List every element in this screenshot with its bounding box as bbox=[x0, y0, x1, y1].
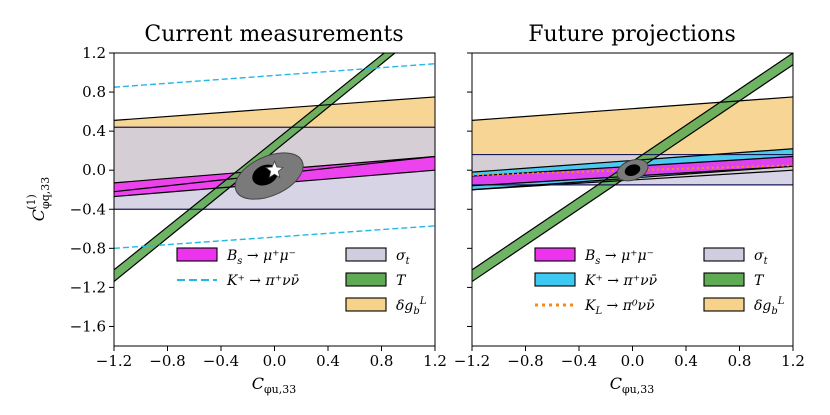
dashed-line-k-1 bbox=[114, 63, 435, 88]
legend-entry-b-s: Bs​ → μ⁺μ⁻ bbox=[176, 247, 296, 267]
legend-entry-t: σt​ bbox=[703, 247, 769, 267]
plot-area-future bbox=[472, 53, 793, 283]
legend-label: δgb​L​ bbox=[754, 296, 785, 317]
y-tick-label: −1.2 bbox=[70, 278, 106, 296]
legend-label: K⁺ → π⁺νν̄ bbox=[584, 273, 658, 289]
legend-label: KL​ → π⁰νν̄ bbox=[584, 298, 655, 317]
panel-current-measurements: Current measurements Bs​ → μ⁺μ⁻ K⁺ → π⁺νν… bbox=[25, 22, 447, 396]
x-tick-label: −1.2 bbox=[454, 352, 490, 370]
legend-label: σt​ bbox=[396, 248, 411, 267]
svg-text:Cφu,33: Cφu,33 bbox=[610, 374, 655, 396]
legend-swatch bbox=[345, 247, 387, 262]
legend-entry-k-l: KL​ → π⁰νν̄ bbox=[535, 298, 655, 317]
legend-label: σt​ bbox=[754, 248, 769, 267]
y-tick-label: 0.0 bbox=[82, 161, 106, 179]
x-tick-label: −0.4 bbox=[203, 352, 239, 370]
panel-title-current: Current measurements bbox=[144, 22, 403, 47]
x-tick-label: 0.0 bbox=[263, 352, 287, 370]
legend-swatch bbox=[703, 272, 745, 287]
svg-text:Cφu,33: Cφu,33 bbox=[252, 374, 297, 396]
region-edge-t-upper bbox=[114, 53, 385, 271]
ellipse-inner bbox=[624, 164, 641, 177]
x-tick-label: 1.2 bbox=[423, 352, 447, 370]
legend-label: K⁺ → π⁺νν̄ bbox=[226, 273, 300, 289]
legend-entry-t: T bbox=[345, 272, 407, 289]
x-tick-label: 0.8 bbox=[728, 352, 752, 370]
legend-future: Bs​ → μ⁺μ⁻ K⁺ → π⁺νν̄ KL​ → π⁰νν̄ σt​ Tδgb​L… bbox=[534, 247, 785, 317]
legend-swatch bbox=[534, 247, 576, 262]
y-tick-label: −0.8 bbox=[70, 239, 106, 257]
x-tick-label: 0.4 bbox=[674, 352, 698, 370]
x-tick-label: 0.8 bbox=[370, 352, 394, 370]
y-tick-label: 0.4 bbox=[82, 122, 106, 140]
legend-label: T bbox=[754, 273, 765, 289]
x-tick-label: 0.4 bbox=[316, 352, 340, 370]
legend-entry-t: σt​ bbox=[345, 247, 411, 267]
region-edge-g-b-l-upper bbox=[114, 96, 435, 121]
legend-label: Bs​ → μ⁺μ⁻ bbox=[584, 248, 654, 267]
panel-future-projections: Future projections Bs​ → μ⁺μ⁻ K⁺ → π⁺νν̄ K… bbox=[454, 22, 805, 396]
x-tick-label: 1.2 bbox=[781, 352, 805, 370]
x-tick-label: −0.8 bbox=[149, 352, 185, 370]
legend-label: Bs​ → μ⁺μ⁻ bbox=[226, 248, 296, 267]
xlabel-current: Cφu,33 bbox=[252, 374, 297, 396]
legend-swatch bbox=[703, 247, 745, 262]
legend-label: δgb​L​ bbox=[396, 296, 427, 317]
legend-swatch bbox=[176, 247, 218, 262]
legend-swatch bbox=[345, 297, 387, 312]
legend-swatch bbox=[703, 297, 745, 312]
y-tick-label: −0.4 bbox=[70, 200, 106, 218]
marker-star bbox=[264, 160, 285, 179]
legend-entry-g-b-l: δgb​L​ bbox=[345, 296, 427, 317]
plot-area-current bbox=[114, 53, 435, 283]
panel-title-future: Future projections bbox=[528, 22, 736, 47]
ticks-future: −1.2 −0.8 −0.4 0.0 0.4 0.8 1.2 bbox=[454, 52, 805, 370]
x-tick-label: −0.4 bbox=[561, 352, 597, 370]
xlabel-future: Cφu,33 bbox=[610, 374, 655, 396]
legend-entry-g-b-l: δgb​L​ bbox=[703, 296, 785, 317]
legend-entry-k: K⁺ → π⁺νν̄ bbox=[534, 272, 658, 289]
x-tick-label: 0.0 bbox=[621, 352, 645, 370]
ylabel-current: Cφq,33(1) bbox=[25, 177, 52, 222]
legend-swatch bbox=[534, 272, 576, 287]
svg-text:Cφq,33(1): Cφq,33(1) bbox=[25, 177, 52, 222]
y-tick-label: −1.6 bbox=[70, 317, 106, 335]
x-tick-label: −1.2 bbox=[96, 352, 132, 370]
x-tick-label: −0.8 bbox=[507, 352, 543, 370]
legend-entry-k: K⁺ → π⁺νν̄ bbox=[177, 273, 300, 289]
legend-label: T bbox=[396, 273, 407, 289]
legend-swatch bbox=[345, 272, 387, 287]
legend-entry-b-s: Bs​ → μ⁺μ⁻ bbox=[534, 247, 654, 267]
y-tick-label: 0.8 bbox=[82, 83, 106, 101]
legend-entry-t: T bbox=[703, 272, 765, 289]
y-tick-label: 1.2 bbox=[82, 44, 106, 62]
ticks-current: −1.2 −0.8 −0.4 0.0 0.4 0.8 1.2 1.2 0.8 0.4 0.0 −0.4… bbox=[70, 44, 447, 370]
